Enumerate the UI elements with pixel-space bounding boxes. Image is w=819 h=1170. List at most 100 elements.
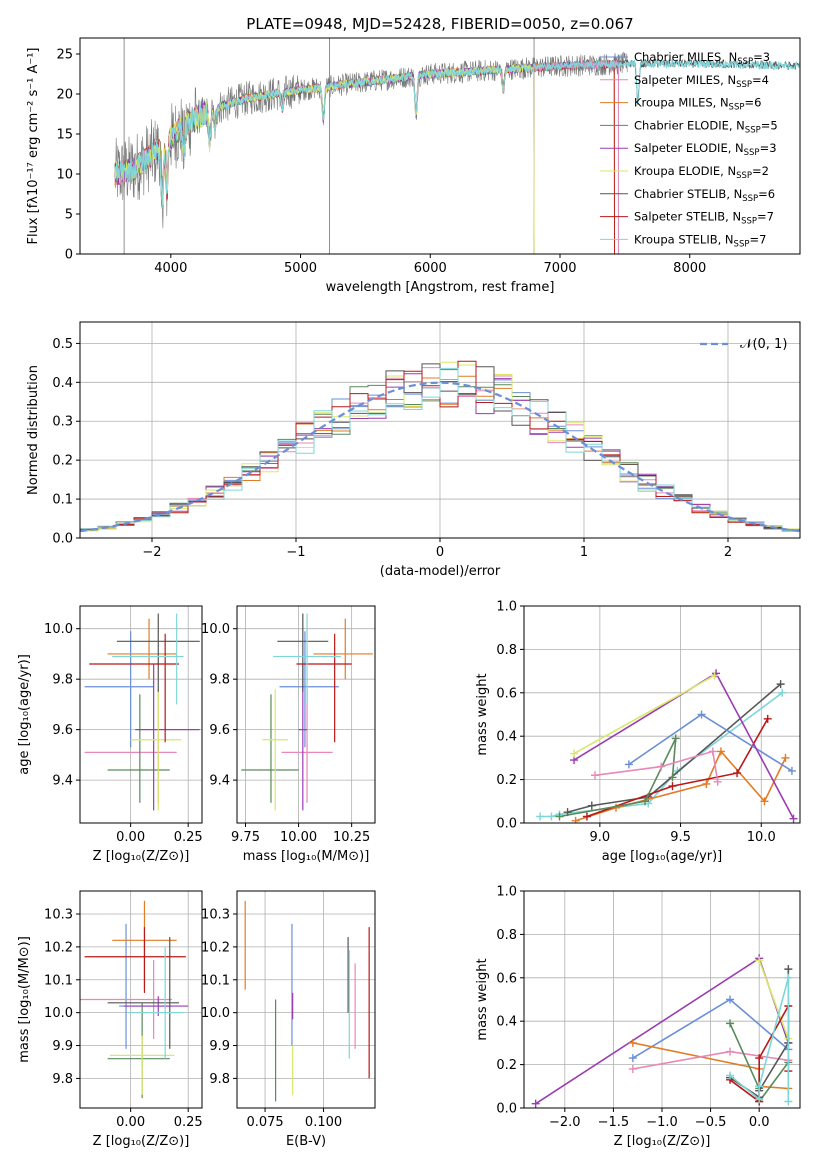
y-tick-label: 10.2 [201,940,230,955]
y-tick-label: 9.8 [52,1072,73,1087]
weight-marker [570,749,579,758]
x-tick-label: −1.0 [646,1115,678,1130]
x-tick-label: 4000 [154,261,187,276]
x-tick-label: 2 [724,545,732,560]
x-tick-label: 7000 [543,261,576,276]
weight-marker [726,1047,735,1056]
weight-marker [628,1064,637,1073]
y-axis-label: Normed distribution [26,365,41,495]
weight-marker [760,797,769,806]
x-tick-label: −1.5 [598,1115,630,1130]
y-axis-label: age [log₁₀(age/yr)] [17,654,32,775]
y-tick-label: 0.2 [496,773,517,788]
figure-title: PLATE=0948, MJD=52428, FIBERID=0050, z=0… [246,15,633,33]
x-tick-label: 9.5 [670,830,691,845]
y-tick-label: 10.3 [201,908,230,923]
y-tick-label: 0.3 [52,415,73,430]
x-tick-label: 0 [436,545,444,560]
model-line-salpeter-stelib [114,59,615,254]
weight-marker [657,762,666,771]
axes-frame [236,605,376,824]
y-tick-label: 9.6 [209,723,230,738]
normal-legend-label: 𝒩(0, 1) [740,337,787,352]
y-tick-label: 25 [56,48,73,63]
legend-count: =5 [761,118,778,132]
legend-label: Chabrier ELODIE, NSSP=5 [634,118,778,135]
weight-marker [641,797,650,806]
weight-marker [547,812,556,821]
y-axis-label: mass weight [475,958,490,1040]
legend-label: Chabrier MILES, NSSP=3 [634,50,770,67]
legend-count: =7 [757,210,774,224]
legend-count: =6 [758,187,775,201]
weight-marker [668,773,677,782]
legend-count: =3 [760,141,777,155]
x-tick-label: 0.00 [116,830,145,845]
legend-label: Kroupa STELIB, NSSP=7 [634,232,766,249]
weight-line-kroupa-elodie [573,674,715,755]
model-line-kroupa-miles [114,59,615,254]
weight-marker [697,710,706,719]
legend-label: Salpeter MILES, NSSP=4 [634,73,769,90]
residuals-panel: −2 −1 0 1 2 0.0 0.1 0.2 0.3 0.4 0.5 (data-model)/er… [26,321,801,579]
y-tick-label: 5 [65,208,73,223]
weight-marker [784,973,793,982]
legend-subscript: SSP [741,217,757,227]
legend-subscript: SSP [745,125,761,135]
y-tick-label: 10.0 [44,622,73,637]
legend-count: =6 [744,96,761,110]
weight-marker [755,1082,764,1091]
plot-area [80,900,189,1099]
y-tick-label: 9.8 [209,673,230,688]
weight-line-salpeter-miles [594,750,719,782]
weight-marker [784,965,793,974]
plot-area [114,38,800,254]
weight-marker [726,995,735,1004]
y-tick-label: 10.0 [201,1006,230,1021]
legend-count: =4 [752,73,769,87]
axes-frame [236,890,376,1109]
y-tick-label: 0.2 [52,454,73,469]
y-tick-label: 0.6 [496,686,517,701]
weight-marker [787,766,796,775]
y-tick-label: 10 [56,168,73,183]
x-tick-label: 0.00 [116,1115,145,1130]
x-tick-label: 9.75 [231,830,260,845]
y-tick-label: 10.1 [44,973,73,988]
y-tick-label: 0.6 [496,971,517,986]
weight-marker [555,812,564,821]
weight-marker [784,1097,793,1106]
y-tick-label: 0.5 [52,337,73,352]
legend-subscript: SSP [736,171,752,181]
x-axis-label: wavelength [Angstrom, rest frame] [326,280,555,295]
x-tick-label: 0.0 [749,1115,770,1130]
x-tick-label: 6000 [414,261,447,276]
y-tick-label: 10.3 [44,908,73,923]
x-tick-label: −1 [286,545,305,560]
plot-area [80,360,800,533]
y-tick-label: 0 [65,248,73,263]
y-tick-label: 0.4 [496,1015,517,1030]
x-axis-label: Z [log₁₀(Z/Z⊙)] [614,1134,711,1149]
legend-subscript: SSP [737,57,753,67]
weight-marker [776,680,785,689]
y-tick-label: 9.9 [209,1039,230,1054]
weight-marker [671,734,680,743]
axes-frame [79,37,801,255]
weight-marker [755,956,764,965]
y-tick-label: 0.8 [496,643,517,658]
y-tick-label: 15 [56,128,73,143]
mass_vs_Z-panel: 0.00 0.25 9.8 9.9 10.0 10.1 10.2 10.3 Z [log₁₀(Z… [17,890,203,1149]
normal-curve [80,381,800,533]
y-tick-label: 0.0 [496,1102,517,1117]
y-tick-label: 0.0 [496,817,517,832]
weight-marker [587,801,596,810]
age_vs_Z-panel: 0.00 0.25 9.4 9.6 9.8 10.0 Z [log₁₀(Z/Z⊙)] age … [17,605,203,864]
legend-count: =2 [752,164,769,178]
x-axis-label: Z [log₁₀(Z/Z⊙)] [93,1134,190,1149]
weight-marker [778,688,787,697]
legend-subscript: SSP [744,148,760,158]
y-tick-label: 9.4 [52,774,73,789]
weight-marker [755,1095,764,1104]
